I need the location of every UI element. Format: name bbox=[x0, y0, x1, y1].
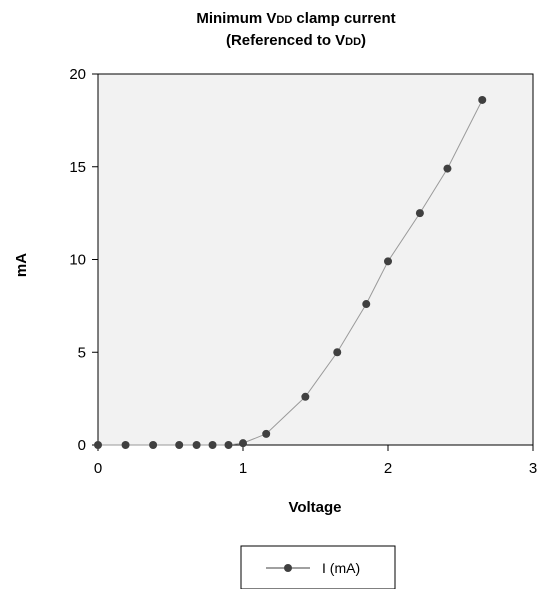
x-axis-ticks: 0 1 2 3 bbox=[94, 445, 537, 477]
data-point bbox=[149, 441, 158, 449]
y-tick-label: 0 bbox=[78, 437, 86, 454]
y-tick-label: 5 bbox=[78, 344, 86, 361]
y-tick-label: 20 bbox=[69, 66, 86, 83]
x-tick-label: 2 bbox=[384, 460, 392, 477]
x-tick-label: 1 bbox=[239, 460, 247, 477]
data-point bbox=[384, 257, 392, 266]
data-point bbox=[175, 441, 184, 449]
data-point bbox=[224, 441, 233, 449]
y-axis-label: mA bbox=[13, 253, 30, 277]
data-point bbox=[415, 209, 424, 218]
y-tick-label: 15 bbox=[69, 159, 86, 176]
data-point bbox=[333, 348, 342, 357]
legend: I (mA) bbox=[240, 545, 396, 589]
data-point bbox=[301, 392, 310, 401]
legend-label: I (mA) bbox=[322, 560, 360, 576]
legend-box bbox=[240, 545, 396, 589]
data-point bbox=[443, 164, 452, 173]
x-tick-label: 3 bbox=[529, 460, 537, 477]
x-tick-label: 0 bbox=[94, 460, 102, 477]
data-point bbox=[94, 441, 102, 449]
data-point bbox=[192, 441, 201, 449]
series-line bbox=[98, 99, 483, 446]
y-axis-ticks: 0 5 10 15 20 bbox=[69, 66, 98, 454]
series-points bbox=[94, 95, 487, 449]
data-point bbox=[121, 441, 130, 449]
data-point bbox=[239, 439, 247, 448]
legend-marker bbox=[284, 564, 292, 572]
data-point bbox=[478, 95, 487, 104]
data-point bbox=[262, 429, 271, 438]
data-point bbox=[208, 441, 217, 449]
chart-title-line-2: (Referenced to VDD) bbox=[226, 32, 366, 49]
x-axis-label: Voltage bbox=[288, 499, 341, 516]
data-point bbox=[362, 300, 371, 309]
y-tick-label: 10 bbox=[69, 252, 86, 269]
chart-title-line-1: Minimum VDD clamp current bbox=[196, 10, 395, 27]
